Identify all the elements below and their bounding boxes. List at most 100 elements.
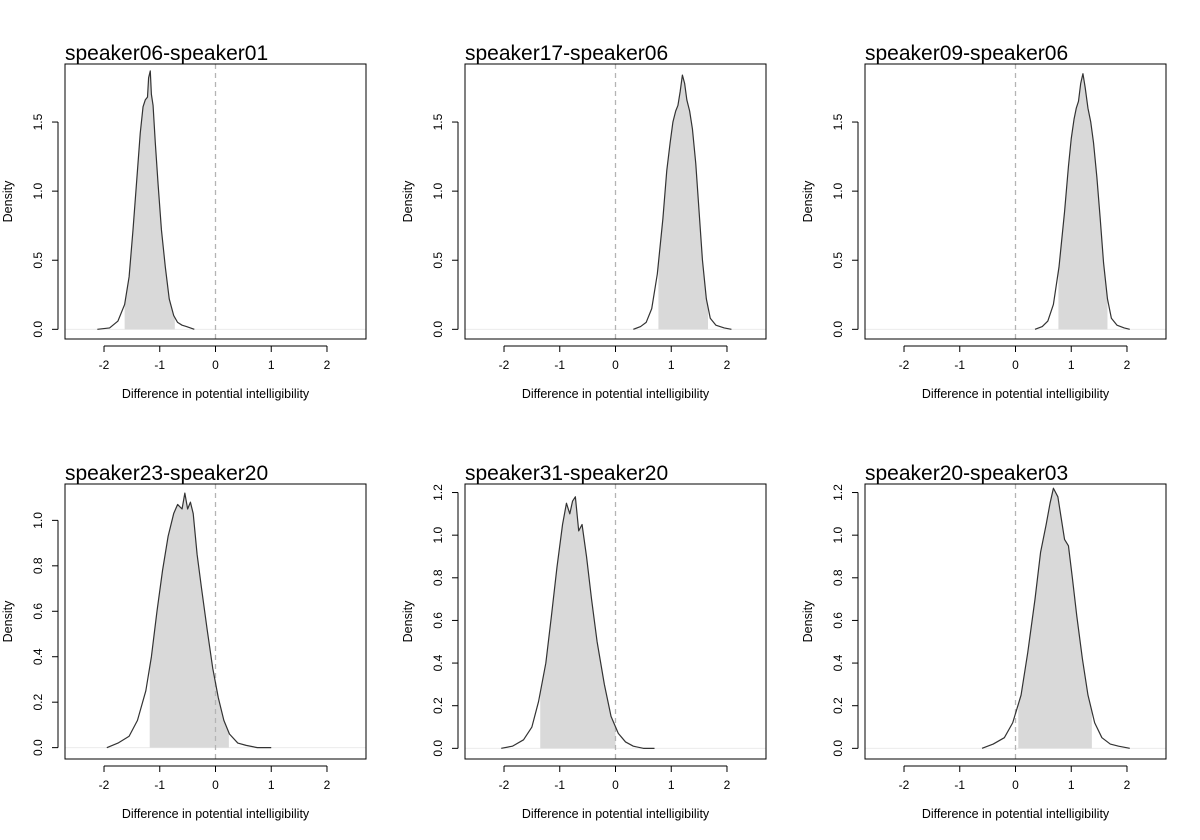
plot-frame (464, 483, 767, 760)
panel-title: speaker06-speaker01 (65, 42, 268, 65)
x-tick-label: 0 (1012, 778, 1019, 792)
y-tick-label: 0.0 (431, 321, 445, 338)
x-tick-label: -2 (99, 778, 110, 792)
y-tick-label: 0.2 (431, 697, 445, 714)
y-tick-label: 1.5 (31, 113, 45, 130)
x-tick-label: -2 (499, 778, 510, 792)
x-tick-label: -1 (154, 778, 165, 792)
interval-shade (1058, 73, 1108, 330)
y-tick-label: 0.0 (431, 740, 445, 757)
interval-shade (540, 496, 616, 749)
y-tick-label: 1.0 (831, 182, 845, 199)
x-axis-label: Difference in potential intelligibility (122, 807, 310, 821)
interval-shade (149, 493, 229, 748)
x-tick-label: 2 (724, 778, 731, 792)
y-tick-label: 0.0 (831, 321, 845, 338)
plot-frame (64, 483, 367, 760)
x-tick-label: 1 (668, 358, 675, 372)
density-panel: -2 -1 0 1 2 0.0 0.2 0.4 0.6 0.8 1.0 1.2 Difference i… (401, 462, 767, 821)
y-tick-label: 0.8 (831, 569, 845, 586)
x-tick-label: 2 (1124, 358, 1131, 372)
y-tick-label: 0.0 (31, 321, 45, 338)
density-curve (633, 74, 732, 330)
plot-frame (864, 63, 1167, 340)
panel-title: speaker17-speaker06 (465, 42, 668, 65)
y-tick-label: 0.5 (431, 252, 445, 269)
density-panel: -2 -1 0 1 2 0.0 0.2 0.4 0.6 0.8 1.0 Difference in p… (1, 462, 367, 821)
y-tick-label: 1.5 (831, 113, 845, 130)
x-tick-label: 1 (1068, 778, 1075, 792)
plot-frame (64, 63, 367, 340)
density-panel: -2 -1 0 1 2 0.0 0.5 1.0 1.5 Difference in potenti… (401, 42, 767, 401)
panel-title: speaker23-speaker20 (65, 462, 268, 485)
y-axis-label: Density (1, 180, 15, 222)
density-panel: -2 -1 0 1 2 0.0 0.2 0.4 0.6 0.8 1.0 1.2 Difference i… (801, 462, 1167, 821)
y-axis-label: Density (801, 180, 815, 222)
y-axis-label: Density (801, 600, 815, 642)
x-tick-label: -1 (554, 358, 565, 372)
y-tick-label: 1.0 (431, 182, 445, 199)
y-tick-label: 1.2 (831, 484, 845, 501)
x-tick-label: -1 (954, 358, 965, 372)
y-axis-label: Density (401, 600, 415, 642)
density-panel: -2 -1 0 1 2 0.0 0.5 1.0 1.5 Difference in potenti… (1, 42, 367, 401)
y-tick-label: 1.0 (31, 182, 45, 199)
panel-title: speaker31-speaker20 (465, 462, 668, 485)
density-curve (1034, 73, 1130, 330)
plot-frame (464, 63, 767, 340)
panel-title: speaker20-speaker03 (865, 462, 1068, 485)
x-tick-label: -1 (954, 778, 965, 792)
y-tick-label: 1.2 (431, 484, 445, 501)
density-curve (97, 70, 195, 330)
density-curve (501, 496, 655, 749)
y-tick-label: 1.0 (31, 512, 45, 529)
x-tick-label: 1 (1068, 358, 1075, 372)
plot-frame (864, 483, 1167, 760)
y-tick-label: 0.5 (31, 252, 45, 269)
interval-shade (658, 75, 709, 330)
y-tick-label: 0.8 (31, 557, 45, 574)
x-tick-label: 2 (324, 778, 331, 792)
density-panel: -2 -1 0 1 2 0.0 0.5 1.0 1.5 Difference in potenti… (801, 42, 1167, 401)
x-tick-label: 0 (212, 778, 219, 792)
x-tick-label: 0 (1012, 358, 1019, 372)
x-tick-label: -1 (554, 778, 565, 792)
panel-title: speaker09-speaker06 (865, 42, 1068, 65)
x-tick-label: 2 (324, 358, 331, 372)
y-tick-label: 0.6 (831, 612, 845, 629)
x-tick-label: 1 (268, 778, 275, 792)
x-axis-label: Difference in potential intelligibility (122, 387, 310, 401)
y-tick-label: 0.2 (31, 694, 45, 711)
y-tick-label: 0.6 (31, 603, 45, 620)
density-curve (106, 492, 272, 749)
y-tick-label: 0.5 (831, 252, 845, 269)
x-tick-label: -2 (99, 358, 110, 372)
x-tick-label: 1 (668, 778, 675, 792)
x-tick-label: -2 (899, 358, 910, 372)
x-tick-label: -2 (899, 778, 910, 792)
y-tick-label: 1.0 (431, 526, 445, 543)
x-tick-label: 0 (612, 358, 619, 372)
y-tick-label: 0.4 (831, 654, 845, 671)
y-tick-label: 0.6 (431, 612, 445, 629)
x-tick-label: 0 (612, 778, 619, 792)
x-tick-label: 1 (268, 358, 275, 372)
y-axis-label: Density (1, 600, 15, 642)
x-tick-label: -2 (499, 358, 510, 372)
x-axis-label: Difference in potential intelligibility (522, 807, 710, 821)
y-tick-label: 0.4 (431, 654, 445, 671)
x-axis-label: Difference in potential intelligibility (922, 807, 1110, 821)
y-tick-label: 1.0 (831, 526, 845, 543)
x-tick-label: 2 (1124, 778, 1131, 792)
interval-shade (1018, 488, 1092, 749)
x-tick-label: 2 (724, 358, 731, 372)
x-tick-label: 0 (212, 358, 219, 372)
x-tick-label: -1 (154, 358, 165, 372)
y-axis-label: Density (401, 180, 415, 222)
y-tick-label: 0.4 (31, 648, 45, 665)
x-axis-label: Difference in potential intelligibility (522, 387, 710, 401)
x-axis-label: Difference in potential intelligibility (922, 387, 1110, 401)
y-tick-label: 0.8 (431, 569, 445, 586)
y-tick-label: 0.2 (831, 697, 845, 714)
